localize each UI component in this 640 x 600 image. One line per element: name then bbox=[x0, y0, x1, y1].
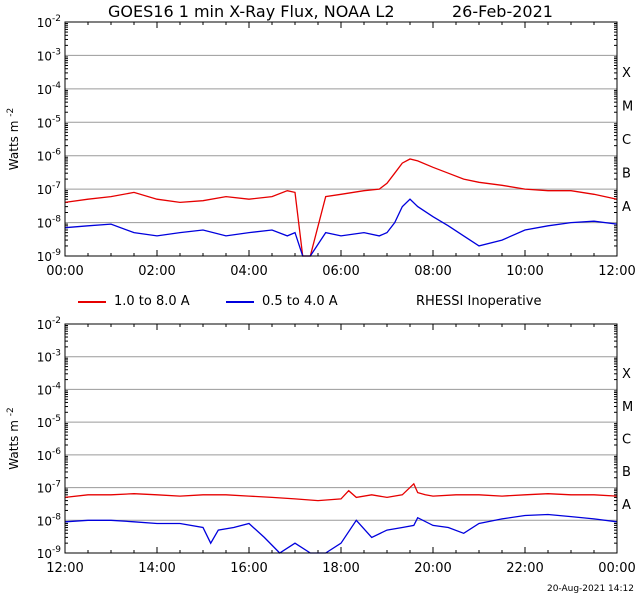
x-tick-label: 00:00 bbox=[598, 561, 635, 576]
x-tick-label: 16:00 bbox=[230, 561, 267, 576]
plot-frame bbox=[64, 323, 618, 554]
x-tick-label: 14:00 bbox=[138, 561, 175, 576]
x-tick-label: 00:00 bbox=[46, 264, 83, 279]
flare-class-label: A bbox=[622, 200, 631, 215]
y-tick-label: 10-6 bbox=[37, 148, 62, 164]
y-tick-label: 10-7 bbox=[37, 480, 61, 496]
footer-timestamp: 20-Aug-2021 14:12 bbox=[546, 584, 634, 594]
x-tick-label: 20:00 bbox=[414, 561, 451, 576]
y-tick-label: 10-3 bbox=[37, 47, 61, 63]
y-tick-label: 10-8 bbox=[37, 215, 62, 231]
legend-swatch-blue bbox=[226, 300, 254, 303]
flare-class-label: X bbox=[622, 66, 631, 81]
x-tick-label: 12:00 bbox=[598, 264, 635, 279]
bottom-plot-panel: 10-9 10-8 10-7 10-6 10-5 10-4 10-3 10-2 A B C M X Wat… bbox=[6, 316, 636, 576]
y-tick-label: 10-9 bbox=[37, 248, 62, 264]
x-tick-label: 10:00 bbox=[506, 264, 543, 279]
legend-label-short: 0.5 to 4.0 A bbox=[262, 294, 338, 309]
y-tick-label: 10-3 bbox=[37, 349, 61, 365]
chart-title: GOES16 1 min X-Ray Flux, NOAA L2 bbox=[108, 2, 395, 21]
flare-class-label: C bbox=[622, 433, 631, 448]
flare-class-label: B bbox=[622, 166, 631, 181]
y-tick-label: 10-2 bbox=[37, 14, 61, 30]
legend-label-long: 1.0 to 8.0 A bbox=[114, 294, 190, 309]
y-tick-label: 10-9 bbox=[37, 545, 62, 561]
flare-class-label: A bbox=[622, 498, 631, 513]
y-tick-label: 10-2 bbox=[37, 316, 61, 332]
x-tick-label: 22:00 bbox=[506, 561, 543, 576]
y-axis-label: Watts m -2 bbox=[6, 407, 21, 469]
legend-item-long: 1.0 to 8.0 A bbox=[78, 294, 190, 309]
flare-class-label: B bbox=[622, 465, 631, 480]
legend-swatch-red bbox=[78, 300, 106, 303]
y-tick-label: 10-7 bbox=[37, 181, 61, 197]
flare-class-label: M bbox=[622, 100, 633, 115]
series-line-short bbox=[64, 513, 618, 554]
plot-frame bbox=[64, 21, 618, 257]
x-tick-label: 08:00 bbox=[414, 264, 451, 279]
y-tick-label: 10-4 bbox=[37, 81, 62, 97]
legend: 1.0 to 8.0 A 0.5 to 4.0 A RHESSI Inopera… bbox=[0, 290, 640, 316]
series-line-long bbox=[64, 158, 618, 257]
top-plot-panel: 10-9 10-8 10-7 10-6 10-5 10-4 10-3 10-2 A B C M X Wat… bbox=[6, 14, 636, 279]
series-line-short bbox=[64, 198, 618, 257]
flare-class-label: C bbox=[622, 133, 631, 148]
y-axis-label: Watts m -2 bbox=[6, 108, 21, 170]
y-tick-label: 10-8 bbox=[37, 512, 62, 528]
flare-class-label: M bbox=[622, 400, 633, 415]
y-tick-label: 10-6 bbox=[37, 447, 62, 463]
flare-class-label: X bbox=[622, 367, 631, 382]
y-tick-label: 10-5 bbox=[37, 114, 61, 130]
x-tick-label: 06:00 bbox=[322, 264, 359, 279]
chart-date: 26-Feb-2021 bbox=[452, 2, 553, 21]
legend-item-short: 0.5 to 4.0 A bbox=[226, 294, 338, 309]
x-tick-label: 12:00 bbox=[46, 561, 83, 576]
series-line-long bbox=[64, 482, 618, 502]
y-tick-label: 10-4 bbox=[37, 381, 62, 397]
x-tick-label: 18:00 bbox=[322, 561, 359, 576]
y-tick-label: 10-5 bbox=[37, 414, 61, 430]
x-tick-label: 02:00 bbox=[138, 264, 175, 279]
rhessi-note: RHESSI Inoperative bbox=[416, 294, 542, 309]
x-tick-label: 04:00 bbox=[230, 264, 267, 279]
title-row: GOES16 1 min X-Ray Flux, NOAA L2 26-Feb-… bbox=[0, 0, 640, 22]
